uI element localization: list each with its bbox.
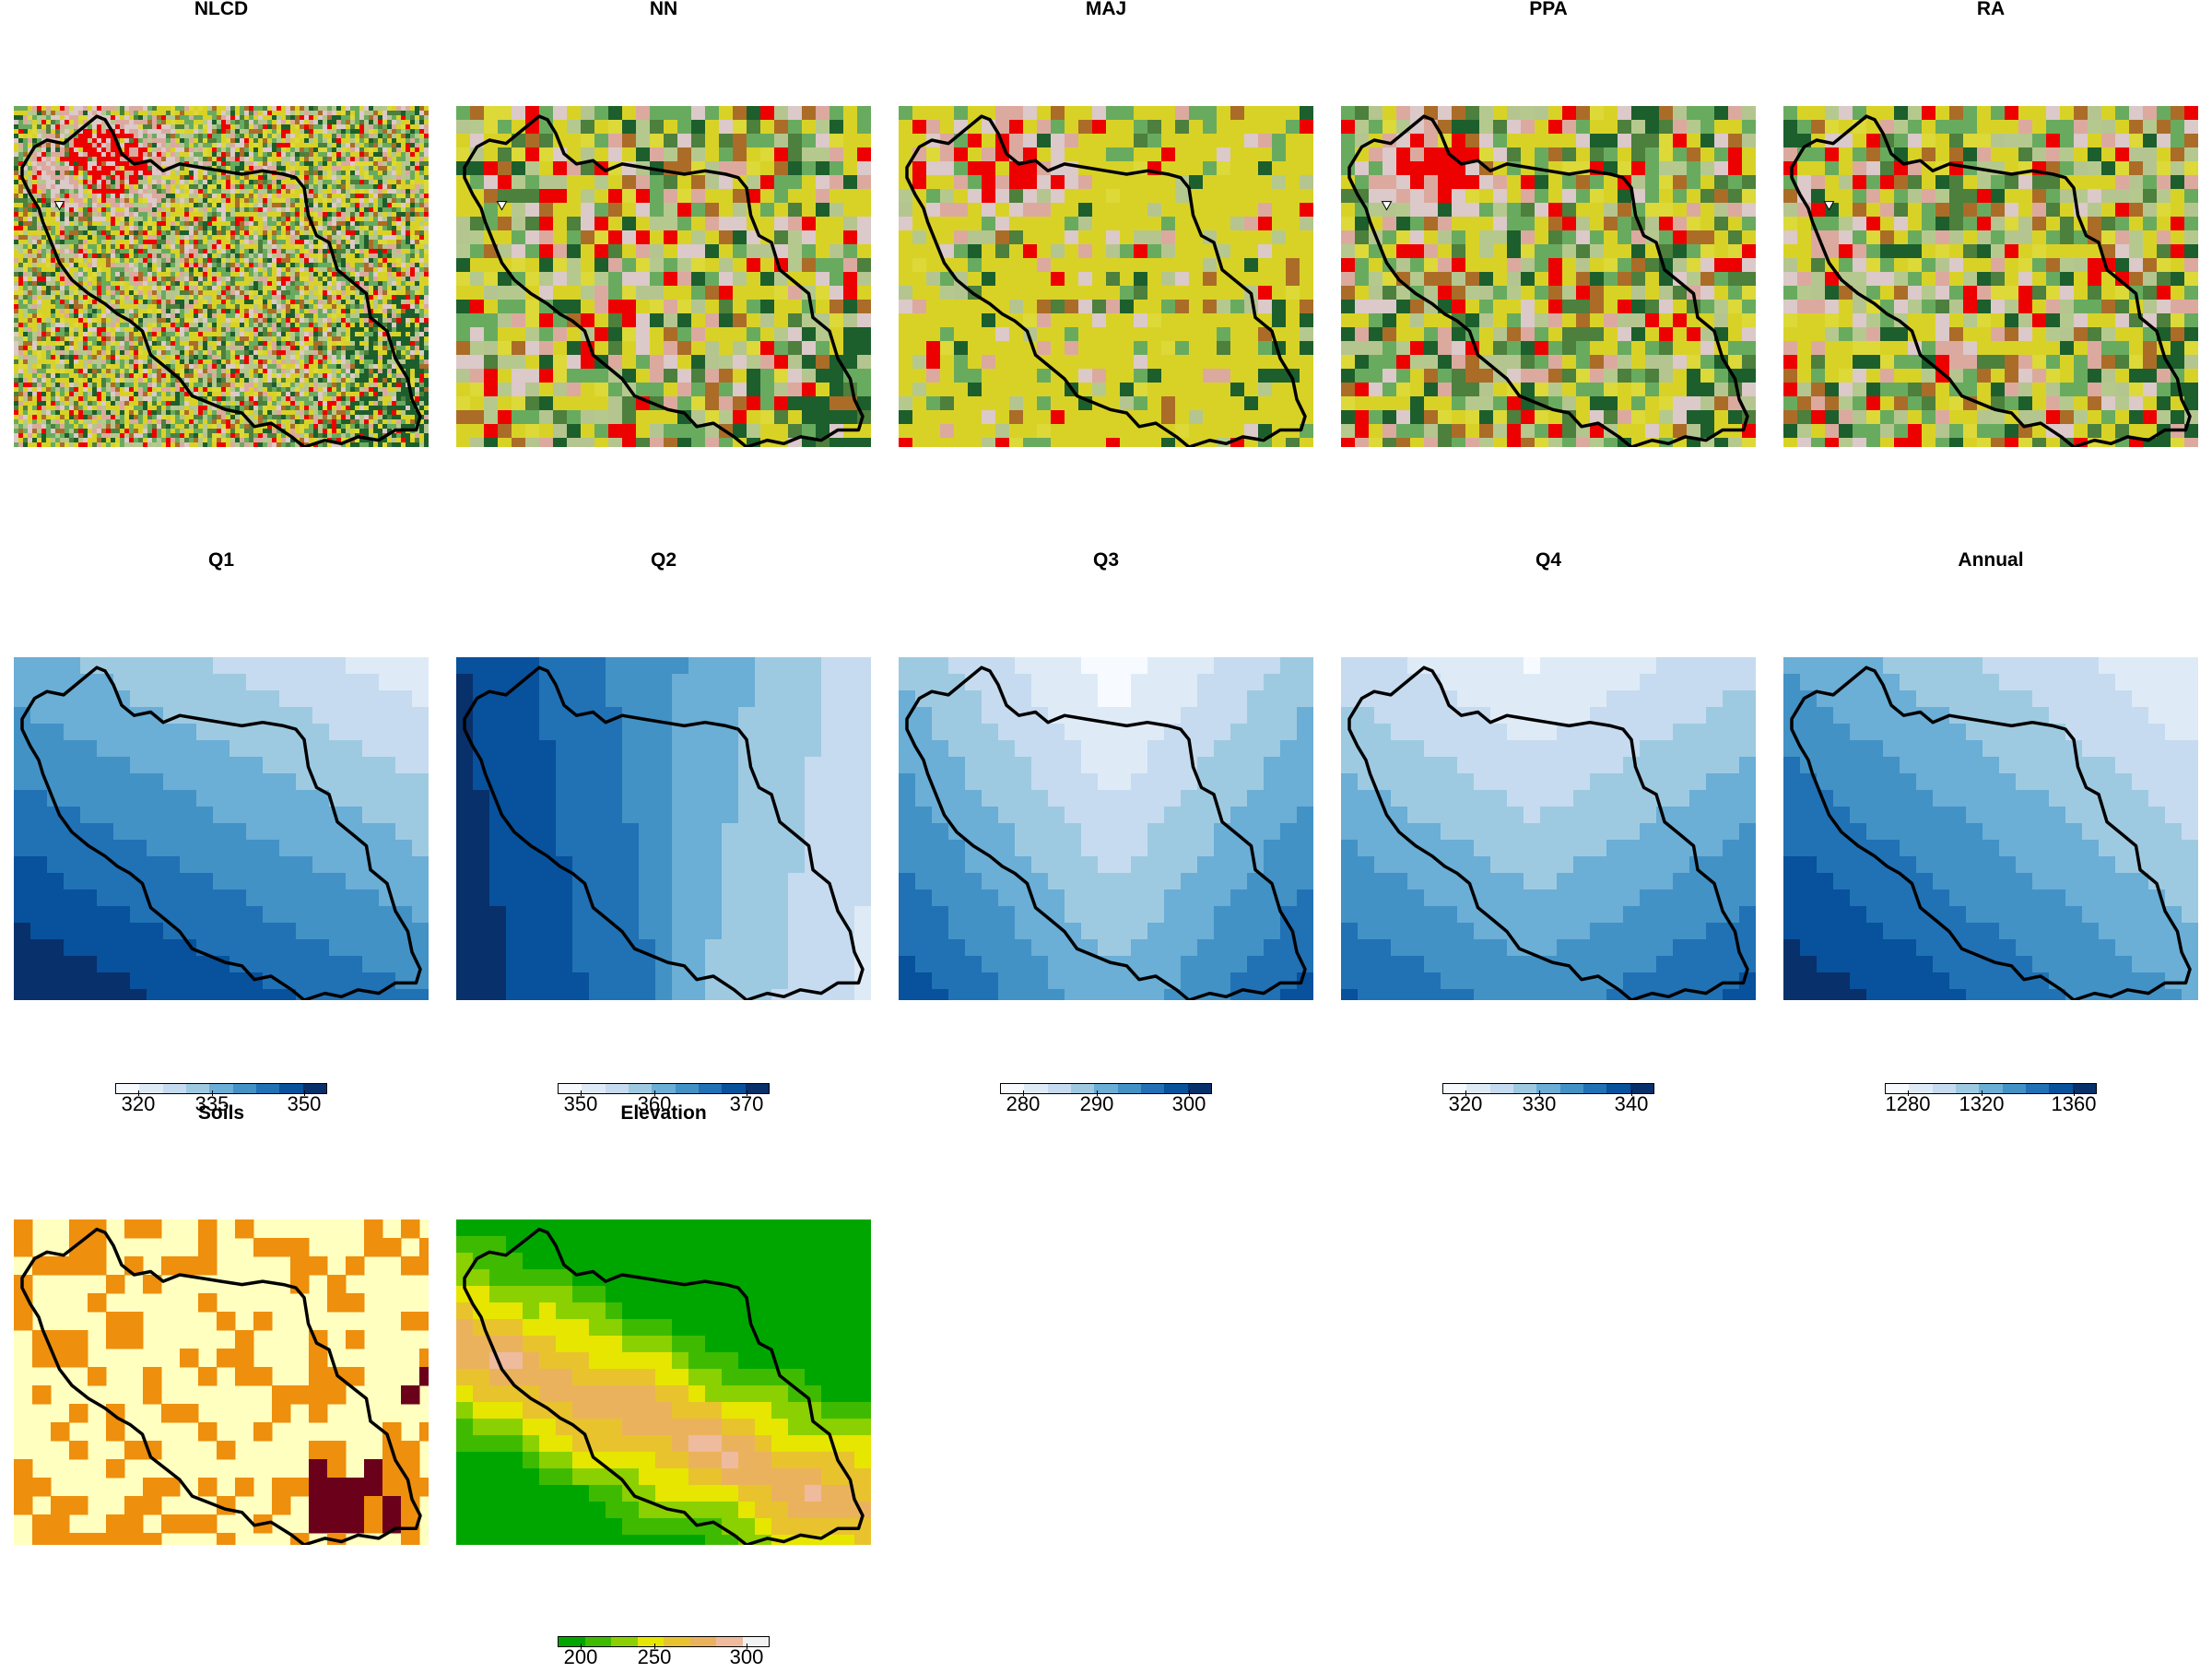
legend-tick-label: 320 xyxy=(122,1093,156,1115)
legend-tick-label: 290 xyxy=(1080,1093,1114,1115)
legend-tick-label: 350 xyxy=(564,1093,598,1115)
panel-title-ppa: PPA xyxy=(1336,0,1760,20)
legend-tick-label: 370 xyxy=(730,1093,764,1115)
panel-title-nn: NN xyxy=(452,0,876,20)
legend-elevation: 200 250 300 xyxy=(558,1636,770,1673)
map-ra xyxy=(1783,106,2198,447)
legend-tick-label: 300 xyxy=(1172,1093,1206,1115)
panel-title-q3: Q3 xyxy=(894,549,1318,571)
map-nlcd xyxy=(14,106,429,447)
legend-tick-label: 1280 xyxy=(1886,1093,1931,1115)
map-ppa xyxy=(1341,106,1756,447)
map-soils xyxy=(14,1219,429,1545)
legend-q1: 320 335 350 xyxy=(115,1083,327,1120)
panel-title-q1: Q1 xyxy=(9,549,433,571)
panel-title-q4: Q4 xyxy=(1336,549,1760,571)
panel-title-nlcd: NLCD xyxy=(9,0,433,20)
legend-tick-label: 280 xyxy=(1006,1093,1041,1115)
map-q3 xyxy=(899,657,1313,1000)
legend-tick-label: 335 xyxy=(195,1093,229,1115)
legend-tick-label: 250 xyxy=(638,1646,672,1668)
panel-title-q2: Q2 xyxy=(452,549,876,571)
panel-title-annual: Annual xyxy=(1779,549,2203,571)
legend-annual: 1280 1320 1360 xyxy=(1885,1083,2097,1120)
legend-tick-label: 300 xyxy=(730,1646,764,1668)
map-q4 xyxy=(1341,657,1756,1000)
map-nn xyxy=(456,106,871,447)
panel-title-ra: RA xyxy=(1779,0,2203,20)
legend-tick-label: 1320 xyxy=(1959,1093,2005,1115)
map-maj xyxy=(899,106,1313,447)
legend-tick-label: 320 xyxy=(1449,1093,1483,1115)
map-elevation xyxy=(456,1219,871,1545)
legend-tick-label: 350 xyxy=(288,1093,322,1115)
legend-tick-label: 1360 xyxy=(2052,1093,2097,1115)
legend-tick-label: 200 xyxy=(564,1646,598,1668)
legend-tick-label: 340 xyxy=(1615,1093,1649,1115)
legend-q3: 280 290 300 xyxy=(1000,1083,1212,1120)
map-q1 xyxy=(14,657,429,1000)
legend-q2: 350 360 370 xyxy=(558,1083,770,1120)
panel-title-maj: MAJ xyxy=(894,0,1318,20)
legend-tick-label: 360 xyxy=(638,1093,672,1115)
map-q2 xyxy=(456,657,871,1000)
map-annual xyxy=(1783,657,2198,1000)
legend-q4: 320 330 340 xyxy=(1442,1083,1654,1120)
legend-tick-label: 330 xyxy=(1523,1093,1557,1115)
